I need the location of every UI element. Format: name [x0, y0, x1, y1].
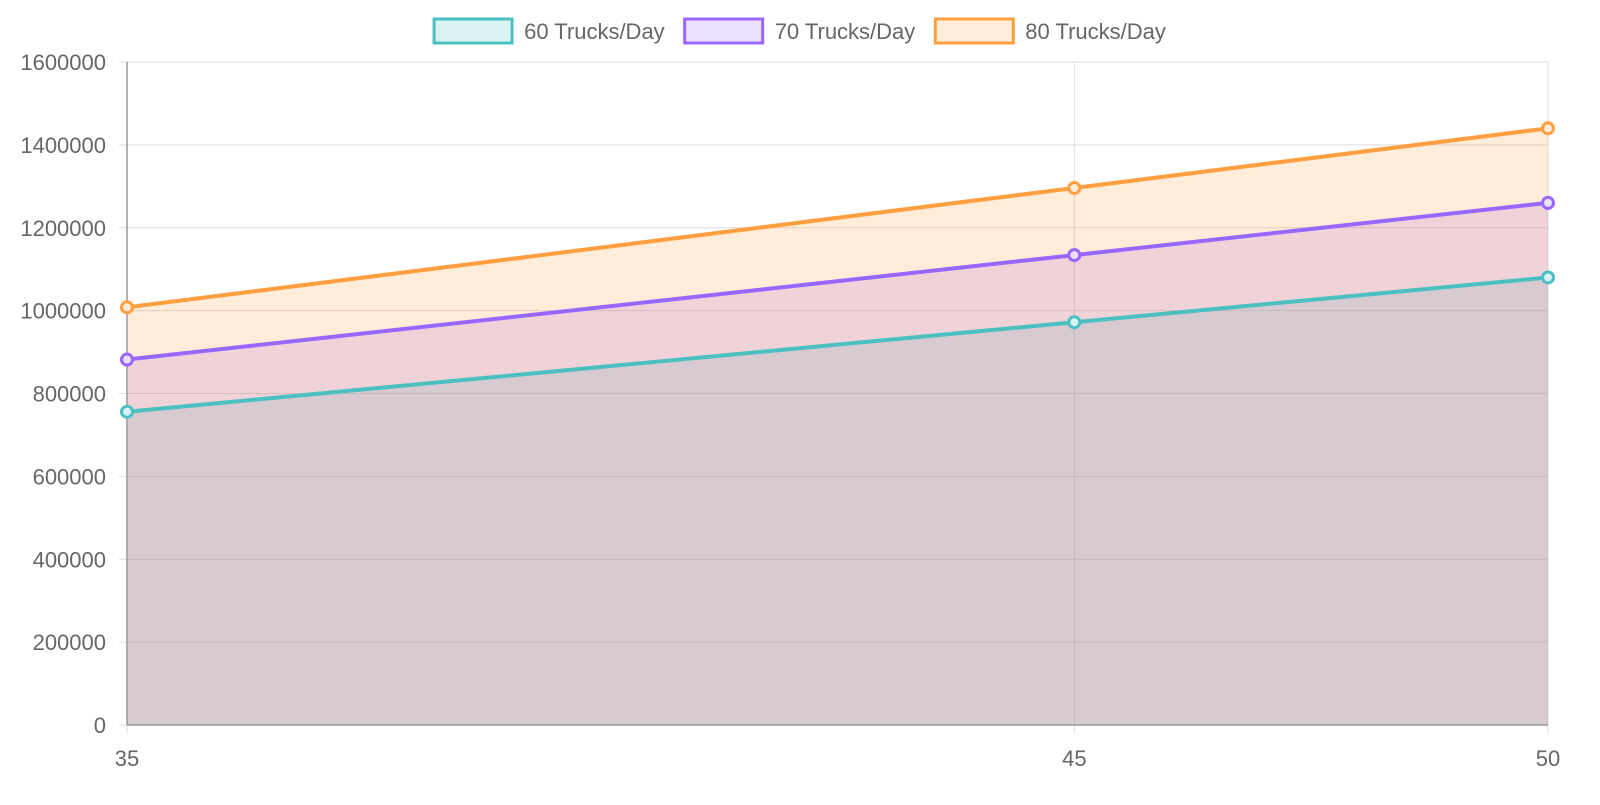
series-area-2 [127, 202, 1548, 725]
data-point[interactable] [120, 404, 134, 419]
data-point[interactable] [120, 352, 134, 367]
y-tick-label: 1200000 [20, 216, 106, 241]
data-point[interactable] [1541, 270, 1555, 285]
x-tick-label: 35 [115, 746, 139, 771]
x-tick-label: 50 [1536, 746, 1560, 771]
y-tick-label: 1000000 [20, 299, 106, 324]
series-points [120, 121, 1555, 419]
y-tick-label: 1600000 [20, 50, 106, 75]
legend: 60 Trucks/Day 70 Trucks/Day 80 Trucks/Day [432, 17, 1166, 45]
tick-labels: 0 200000 400000 600000 800000 1000000 1200000 1… [20, 50, 1560, 771]
legend-swatch [933, 17, 1015, 45]
data-point[interactable] [1541, 121, 1555, 136]
legend-item-2[interactable]: 70 Trucks/Day [683, 17, 916, 45]
legend-swatch [432, 17, 514, 45]
legend-label: 70 Trucks/Day [775, 19, 916, 44]
y-tick-label: 200000 [33, 630, 106, 655]
legend-label: 60 Trucks/Day [524, 19, 665, 44]
legend-item-1[interactable]: 60 Trucks/Day [432, 17, 665, 45]
y-tick-label: 0 [94, 713, 106, 738]
legend-label: 80 Trucks/Day [1025, 19, 1166, 44]
data-point[interactable] [1541, 195, 1555, 210]
series-area-1 [127, 277, 1548, 725]
y-tick-label: 1400000 [20, 133, 106, 158]
series-area-3 [127, 128, 1548, 726]
legend-item-3[interactable]: 80 Trucks/Day [933, 17, 1166, 45]
y-tick-label: 400000 [33, 547, 106, 572]
data-point[interactable] [1067, 315, 1082, 330]
y-tick-label: 600000 [33, 464, 106, 489]
series-areas [127, 128, 1548, 726]
legend-swatch [683, 17, 765, 45]
axes [126, 62, 1548, 726]
data-point[interactable] [1067, 248, 1082, 263]
x-tick-label: 45 [1062, 746, 1086, 771]
y-tick-label: 800000 [33, 382, 106, 407]
data-point[interactable] [120, 300, 134, 315]
data-point[interactable] [1067, 180, 1082, 195]
